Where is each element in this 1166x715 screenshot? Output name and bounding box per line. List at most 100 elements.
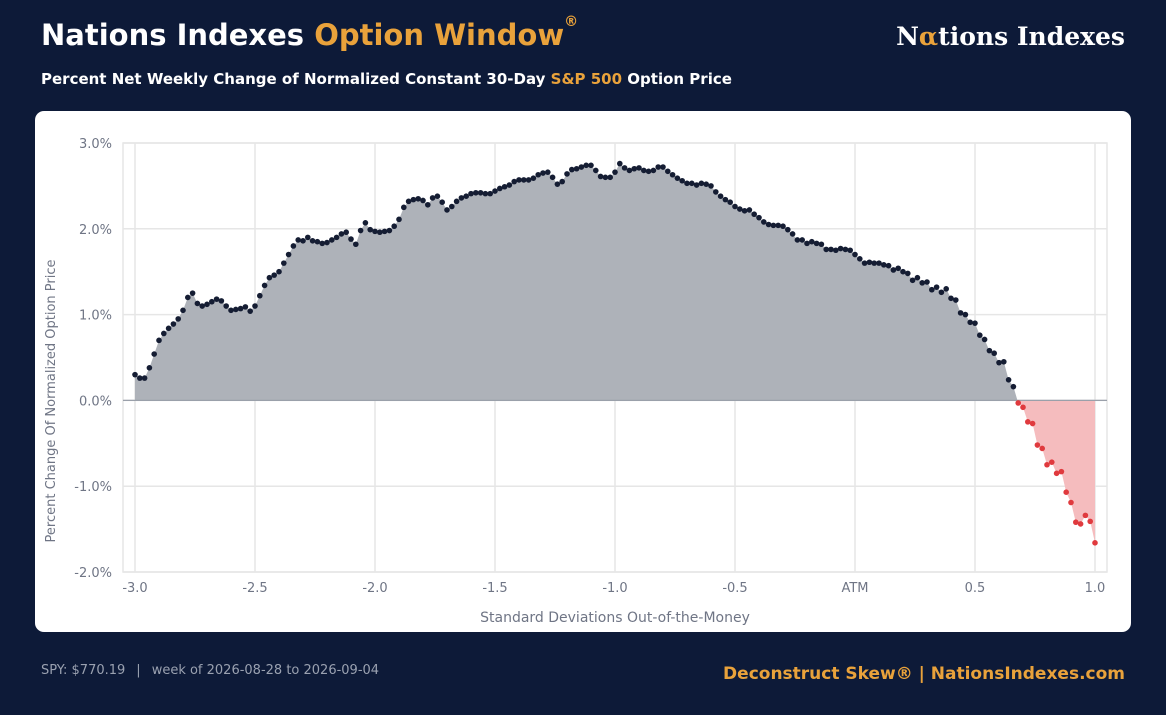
spy-price: SPY: $770.19 <box>41 663 126 678</box>
data-point <box>612 169 618 175</box>
brand-logo-rest: tions Indexes <box>938 22 1125 51</box>
data-point <box>828 246 834 253</box>
data-point <box>194 300 201 307</box>
data-point-negative <box>1044 461 1050 468</box>
data-point <box>516 177 522 183</box>
data-point <box>996 359 1002 366</box>
data-point <box>156 337 162 344</box>
data-point <box>449 203 455 210</box>
data-point <box>698 180 705 187</box>
data-point <box>583 162 589 169</box>
data-point <box>732 203 738 210</box>
data-point <box>737 206 743 212</box>
x-tick-label: -1.0 <box>602 581 627 596</box>
x-tick-label: ATM <box>841 581 868 596</box>
data-point-negative <box>1058 468 1065 475</box>
data-point <box>429 195 436 201</box>
data-point <box>809 238 815 245</box>
data-point <box>703 181 709 187</box>
data-point <box>967 319 973 326</box>
data-point <box>170 321 177 327</box>
data-point <box>933 284 940 290</box>
x-tick-label: -0.5 <box>722 581 747 596</box>
data-point <box>761 219 767 225</box>
x-tick-label: -3.0 <box>122 581 147 596</box>
area-fills <box>135 163 1095 543</box>
data-point <box>132 371 138 378</box>
data-point <box>204 301 210 308</box>
data-point-negative <box>1049 459 1055 465</box>
data-point <box>175 316 181 322</box>
data-point <box>511 178 517 185</box>
data-point <box>852 251 858 258</box>
data-point <box>573 165 580 172</box>
x-tick-label: -2.0 <box>362 581 387 596</box>
data-point <box>881 262 887 268</box>
data-point <box>458 195 465 201</box>
data-point <box>420 197 426 204</box>
data-point <box>717 193 724 199</box>
data-point <box>161 330 167 337</box>
data-point <box>252 303 258 309</box>
y-tick-label: 1.0% <box>79 309 112 324</box>
data-point <box>1005 377 1012 383</box>
data-point <box>713 189 719 195</box>
data-point-negative <box>1092 540 1098 546</box>
data-point <box>991 350 997 357</box>
data-point <box>410 196 417 203</box>
data-point <box>324 239 330 246</box>
data-point <box>876 260 882 266</box>
data-point <box>689 180 695 187</box>
data-point <box>986 347 993 354</box>
footer-info: SPY: $770.19 | week of 2026-08-28 to 2026-… <box>41 663 379 678</box>
data-point-negative <box>1029 420 1036 427</box>
data-point <box>209 298 215 305</box>
data-point <box>924 279 930 285</box>
data-point <box>833 247 839 254</box>
data-point <box>722 196 729 203</box>
data-point <box>477 189 484 196</box>
data-point <box>847 247 853 254</box>
registered-mark: ® <box>564 14 579 30</box>
y-tick-label: -1.0% <box>74 480 112 495</box>
data-point <box>381 228 388 235</box>
data-point <box>708 183 714 189</box>
data-point <box>953 297 959 303</box>
data-point <box>636 165 642 171</box>
chart-subtitle: Percent Net Weekly Change of Normalized … <box>41 70 732 88</box>
data-point <box>597 173 604 180</box>
data-point-negative <box>1068 499 1074 506</box>
data-point <box>372 228 378 235</box>
chart-title: Nations Indexes Option Window® <box>41 14 578 52</box>
data-point <box>405 198 412 205</box>
footer-link[interactable]: Deconstruct Skew® | NationsIndexes.com <box>723 664 1125 684</box>
data-point <box>386 227 393 234</box>
data-point <box>655 164 661 170</box>
data-point <box>645 168 652 175</box>
data-point-negative <box>1053 470 1060 477</box>
data-point <box>151 351 157 357</box>
data-point <box>357 227 364 234</box>
data-point <box>650 167 657 174</box>
data-point <box>804 240 810 247</box>
data-point <box>948 295 954 302</box>
data-point <box>521 177 527 183</box>
data-point <box>506 182 513 188</box>
x-tick-label: 1.0 <box>1085 581 1106 596</box>
data-point-negative <box>1077 521 1084 527</box>
data-point <box>799 237 805 243</box>
data-point <box>525 177 532 183</box>
data-point <box>434 193 441 199</box>
data-point <box>890 267 897 273</box>
y-tick-label: -2.0% <box>74 566 112 581</box>
data-point <box>549 174 556 181</box>
positive-area <box>135 163 1095 401</box>
data-point <box>559 178 565 185</box>
data-point <box>439 199 446 206</box>
data-point <box>1010 383 1017 390</box>
data-point <box>189 290 196 296</box>
data-point-negative <box>1015 400 1021 406</box>
data-point <box>290 243 297 249</box>
x-tick-label: -1.5 <box>482 581 507 596</box>
data-point <box>919 280 925 286</box>
